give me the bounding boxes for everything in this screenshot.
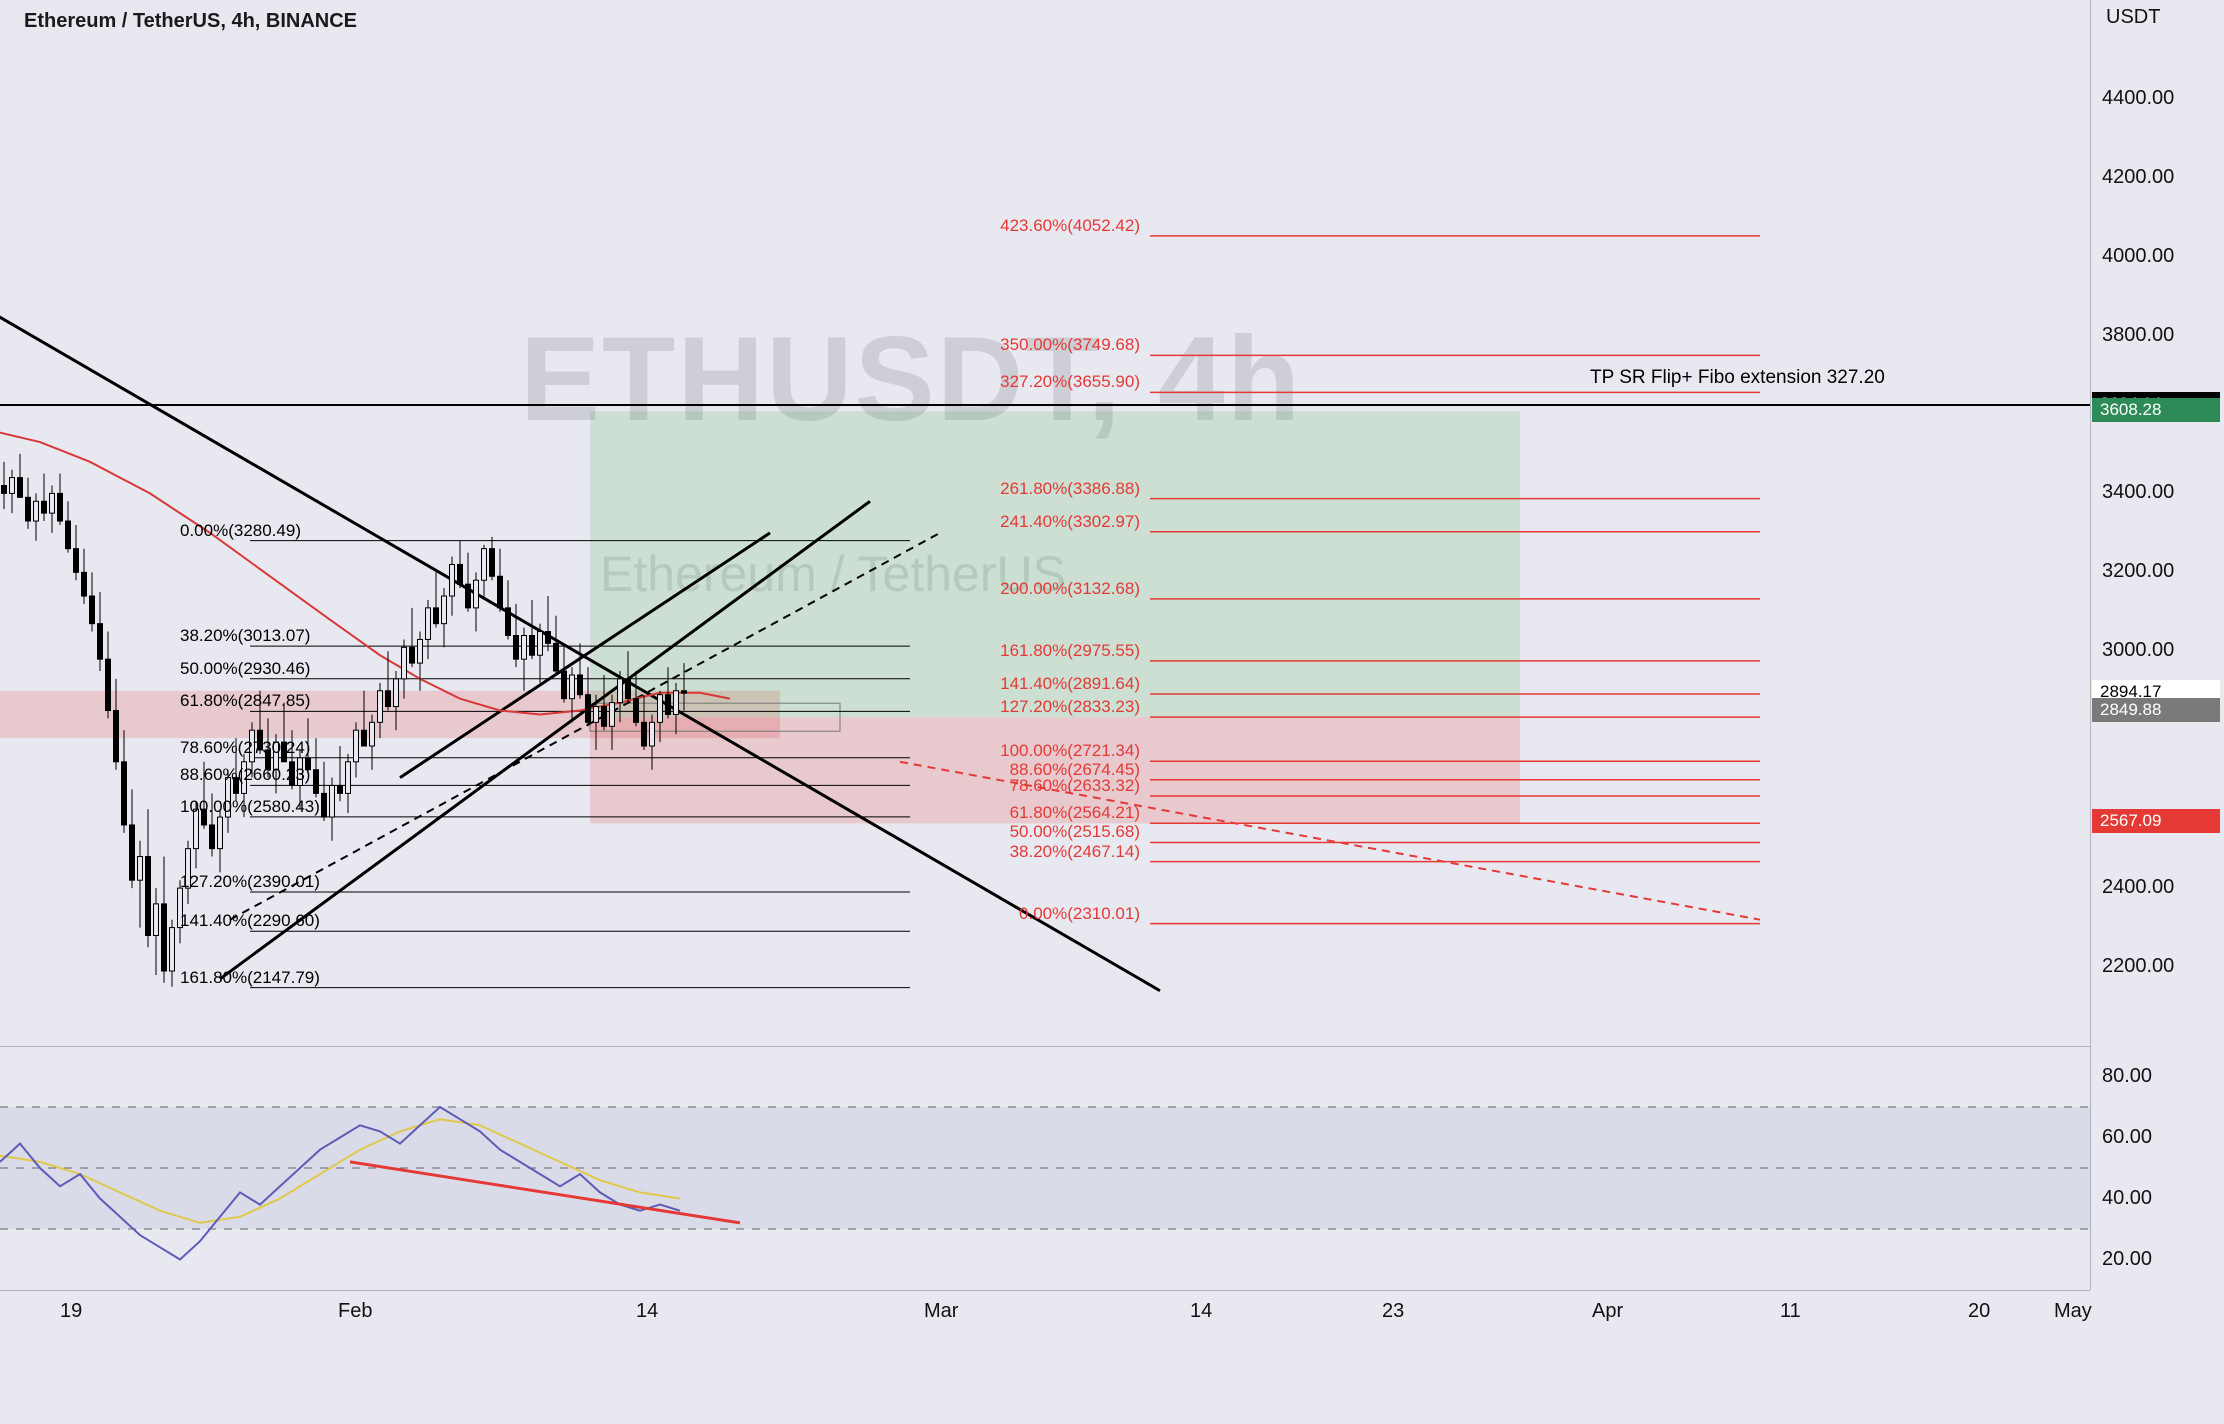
time-axis[interactable]	[0, 1290, 2090, 1334]
rsi-pane[interactable]	[0, 1046, 2090, 1290]
pane-separator[interactable]	[0, 1046, 2090, 1047]
main-price-pane[interactable]	[0, 0, 2090, 1046]
price-axis[interactable]	[2090, 0, 2224, 1290]
annotation-tp-sr-flip[interactable]: TP SR Flip+ Fibo extension 327.20	[1590, 367, 1885, 389]
